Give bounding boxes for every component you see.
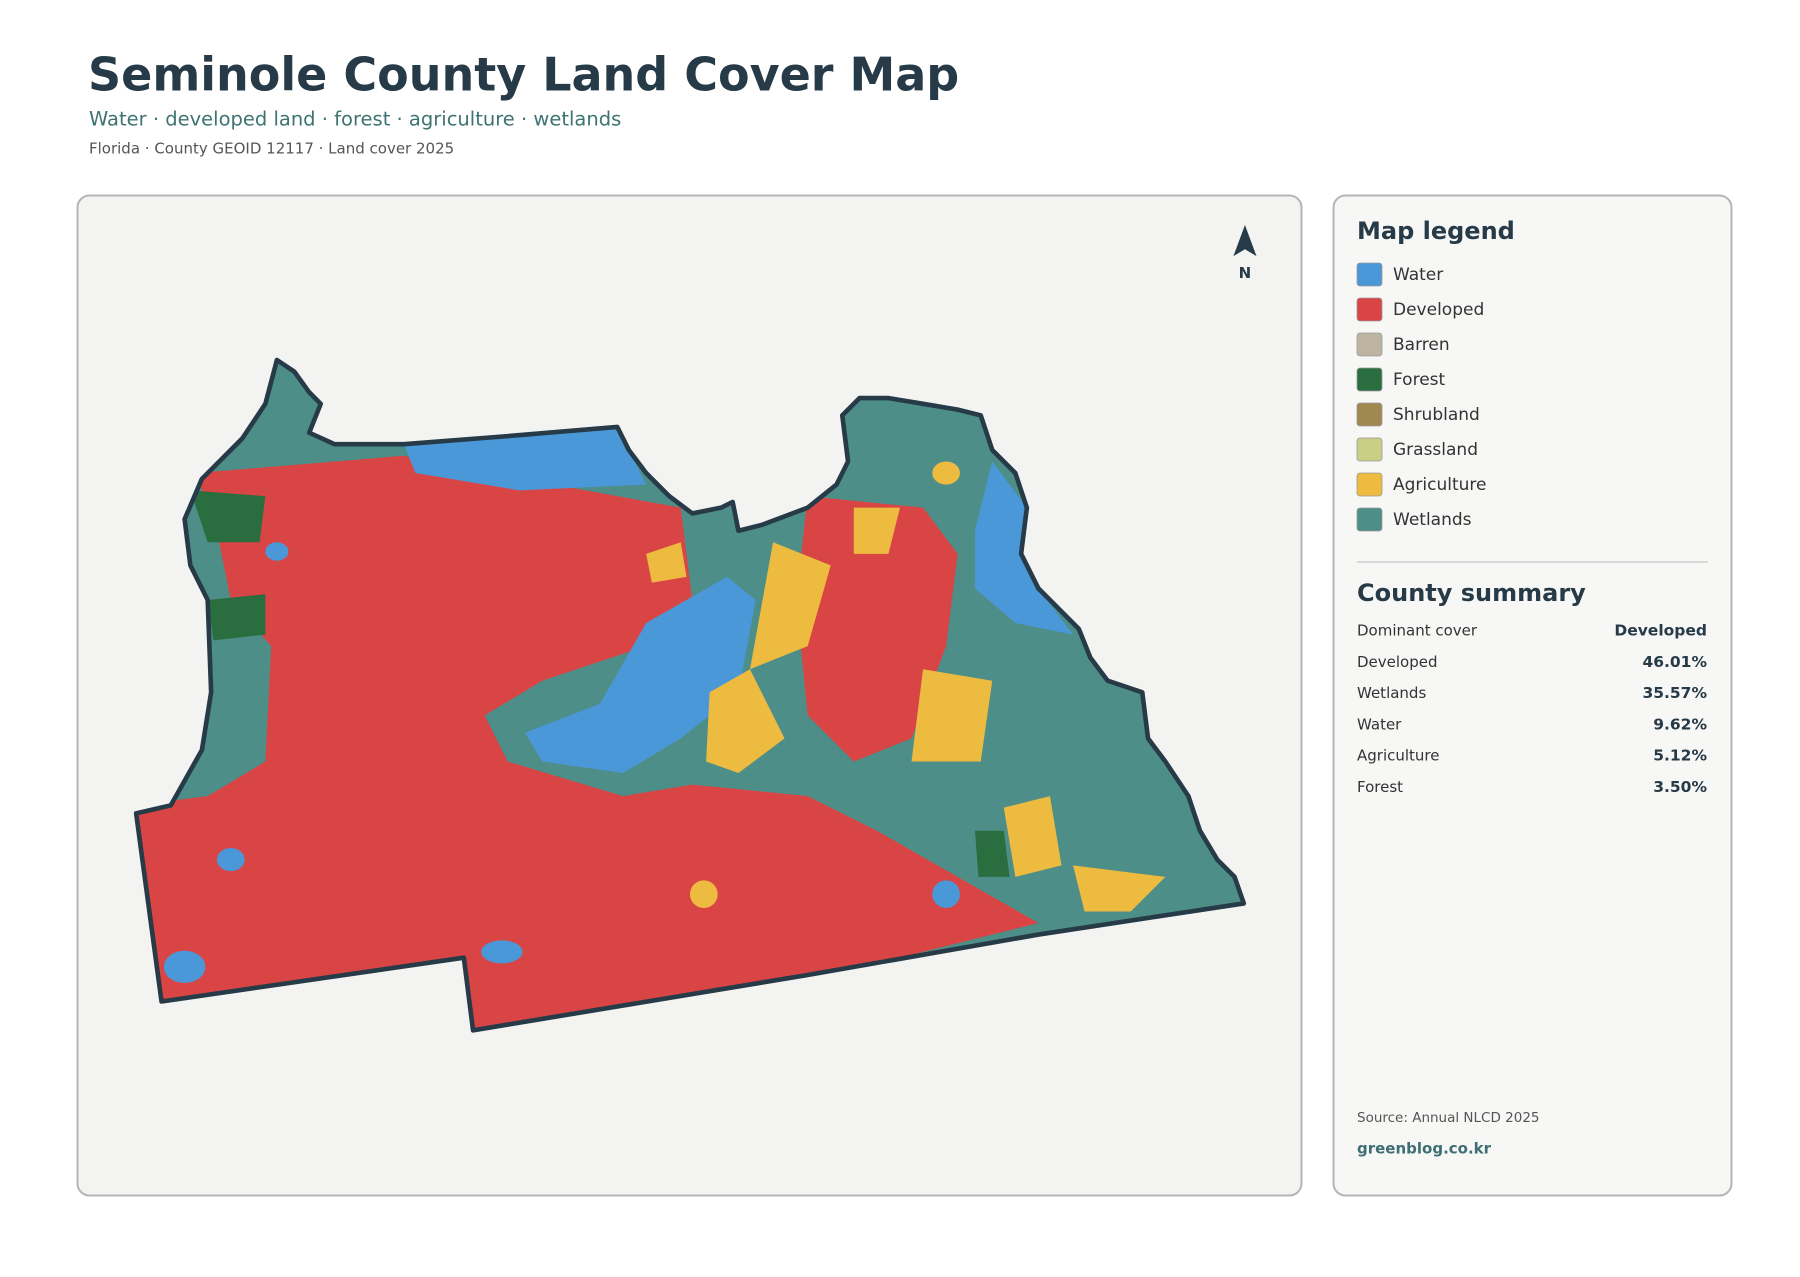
agriculture-area (911, 669, 993, 762)
summary-label: Water (1357, 715, 1402, 733)
summary-title: County summary (1357, 579, 1586, 607)
summary-value: Developed (1614, 622, 1707, 640)
legend-swatch (1356, 402, 1383, 427)
legend-swatch (1356, 332, 1383, 357)
developed-area (796, 496, 958, 762)
agriculture-area (1003, 796, 1062, 877)
lake (216, 848, 245, 872)
lake (163, 950, 206, 984)
county-map: N (115, 224, 1257, 1062)
forest-area (190, 490, 266, 543)
lake (524, 576, 756, 774)
lake (403, 426, 647, 491)
summary-label: Developed (1357, 653, 1438, 671)
legend-label: Shrubland (1393, 405, 1480, 425)
lake (265, 542, 289, 561)
agriculture-area (749, 542, 831, 670)
site: greenblog.co.kr (1357, 1140, 1492, 1158)
lake (932, 880, 960, 909)
legend-label: Wetlands (1393, 510, 1472, 530)
lake (974, 461, 1074, 635)
legend-label: Developed (1393, 300, 1484, 320)
legend-swatch (1356, 297, 1383, 322)
legend-items: Water Developed Barren Forest Shrubland Grass… (1356, 262, 1487, 532)
agriculture-area (706, 669, 785, 774)
legend-swatch (1356, 437, 1383, 462)
legend-label: Water (1393, 265, 1443, 285)
summary-label: Agriculture (1357, 747, 1440, 765)
meta: Florida · County GEOID 12117 · Land cove… (89, 140, 454, 158)
forest-area (974, 830, 1010, 877)
summary-value: 5.12% (1653, 747, 1707, 765)
north-label: N (1239, 264, 1252, 282)
source: Source: Annual NLCD 2025 (1357, 1110, 1540, 1126)
summary-label: Wetlands (1357, 684, 1426, 702)
forest-area (207, 594, 266, 641)
agriculture-area (689, 880, 718, 909)
legend-label: Barren (1393, 335, 1450, 355)
summary-value: 46.01% (1642, 653, 1707, 671)
legend-swatch (1356, 262, 1383, 287)
agriculture-area (646, 542, 687, 583)
legend-title: Map legend (1357, 217, 1515, 245)
summary-label: Forest (1357, 778, 1403, 796)
legend-swatch (1356, 507, 1383, 532)
subtitle: Water · developed land · forest · agricu… (89, 108, 621, 131)
legend-label: Forest (1393, 370, 1446, 390)
legend-swatch (1356, 367, 1383, 392)
summary-value: 35.57% (1642, 684, 1707, 702)
summary-label: Dominant cover (1357, 622, 1478, 640)
legend-panel (1332, 194, 1733, 1197)
agriculture-area (932, 461, 960, 485)
summary-value: 3.50% (1653, 778, 1707, 796)
summary-value: 9.62% (1653, 715, 1707, 733)
summary-rows: Dominant cover Developed Developed 46.01% We… (1357, 622, 1707, 797)
developed-area (136, 455, 1039, 1031)
north-arrow (1233, 224, 1257, 257)
agriculture-area (1073, 865, 1166, 912)
legend-label: Agriculture (1393, 475, 1487, 495)
agriculture-area (853, 507, 900, 554)
legend-label: Grassland (1393, 440, 1478, 460)
legend-swatch (1356, 472, 1383, 497)
title: Seminole County Land Cover Map (88, 48, 959, 102)
lake (481, 940, 523, 964)
